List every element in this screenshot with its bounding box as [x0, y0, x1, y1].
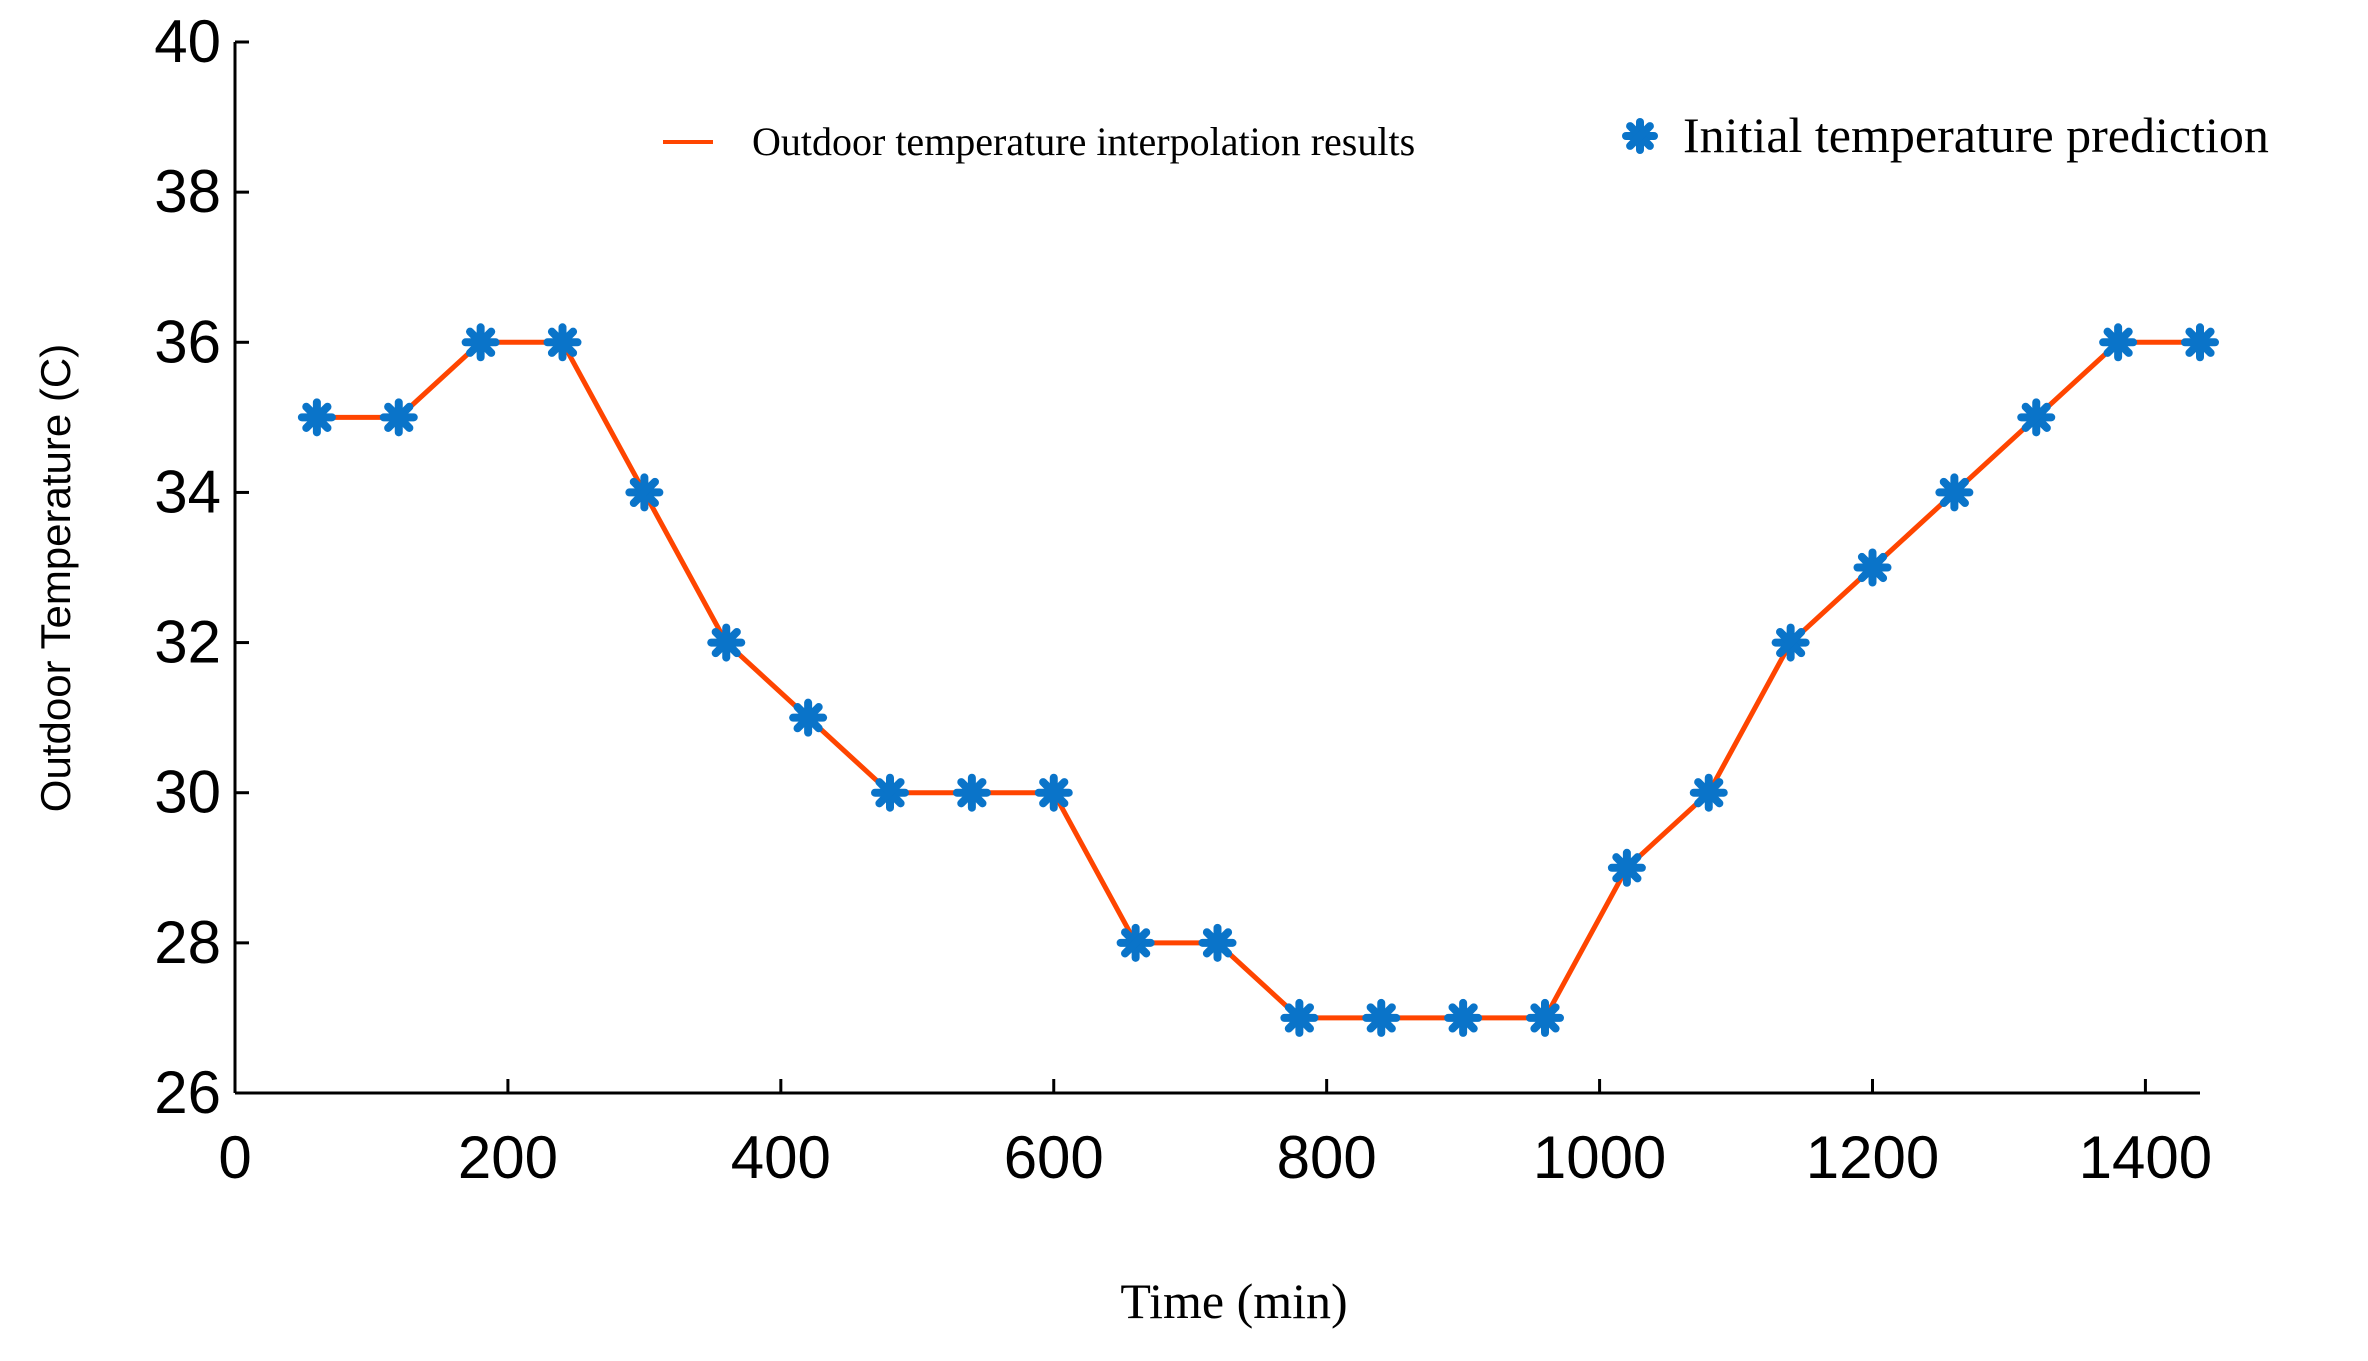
prediction-point	[871, 773, 909, 812]
x-axis-label: Time (min)	[1120, 1273, 1347, 1329]
y-tick-label: 26	[154, 1059, 221, 1126]
x-tick-label: 0	[218, 1124, 251, 1191]
x-tick-label: 400	[731, 1124, 831, 1191]
prediction-point	[952, 773, 991, 812]
y-tick-label: 34	[154, 458, 221, 525]
prediction-point	[1607, 848, 1646, 887]
prediction-point	[461, 323, 500, 362]
y-tick-label: 32	[154, 609, 221, 676]
prediction-point	[1280, 998, 1319, 1037]
y-axis-label: Outdoor Temperature (C)	[32, 344, 79, 812]
prediction-point	[543, 323, 582, 362]
prediction-point	[1689, 773, 1728, 812]
prediction-point	[789, 698, 828, 737]
prediction-point	[707, 623, 746, 662]
y-tick-label: 38	[154, 158, 221, 225]
x-tick-label: 1000	[1533, 1124, 1666, 1191]
y-tick-label: 36	[154, 308, 221, 375]
x-tick-label: 600	[1004, 1124, 1104, 1191]
x-tick-label: 1200	[1806, 1124, 1939, 1191]
prediction-point	[1935, 473, 1974, 512]
prediction-point	[625, 473, 664, 512]
interpolation-line	[316, 339, 2200, 1021]
prediction-point	[2017, 398, 2056, 437]
prediction-point	[1198, 923, 1237, 962]
prediction-point	[1853, 548, 1892, 587]
y-ticks: 26 28 30 32 34 36 38 40	[154, 8, 249, 1126]
prediction-point	[1362, 998, 1401, 1037]
interpolation-line-series	[316, 339, 2200, 1021]
y-tick-label: 30	[154, 759, 221, 826]
y-tick-label: 40	[154, 8, 221, 75]
x-tick-label: 200	[458, 1124, 558, 1191]
prediction-point	[1771, 623, 1810, 662]
prediction-point	[297, 398, 336, 437]
prediction-point	[1116, 923, 1155, 962]
y-tick-label: 28	[154, 909, 221, 976]
legend-marker-swatch	[1622, 118, 1658, 154]
prediction-point	[1034, 773, 1073, 812]
x-tick-label: 1400	[2079, 1124, 2212, 1191]
prediction-point	[2099, 323, 2138, 362]
prediction-point	[2181, 323, 2219, 362]
prediction-point	[1444, 998, 1483, 1037]
legend-label-prediction: Initial temperature prediction	[1683, 107, 2269, 163]
legend-label-interpolation: Outdoor temperature interpolation result…	[752, 119, 1415, 164]
legend-marker-icon	[1622, 118, 1658, 154]
prediction-marker-series	[297, 323, 2219, 1037]
prediction-point	[1526, 998, 1564, 1037]
x-ticks: 0 200 400 600 800 1000 1200 1400	[218, 1079, 2212, 1191]
legend: Outdoor temperature interpolation result…	[663, 107, 2269, 164]
x-tick-label: 800	[1277, 1124, 1377, 1191]
prediction-point	[379, 398, 418, 437]
